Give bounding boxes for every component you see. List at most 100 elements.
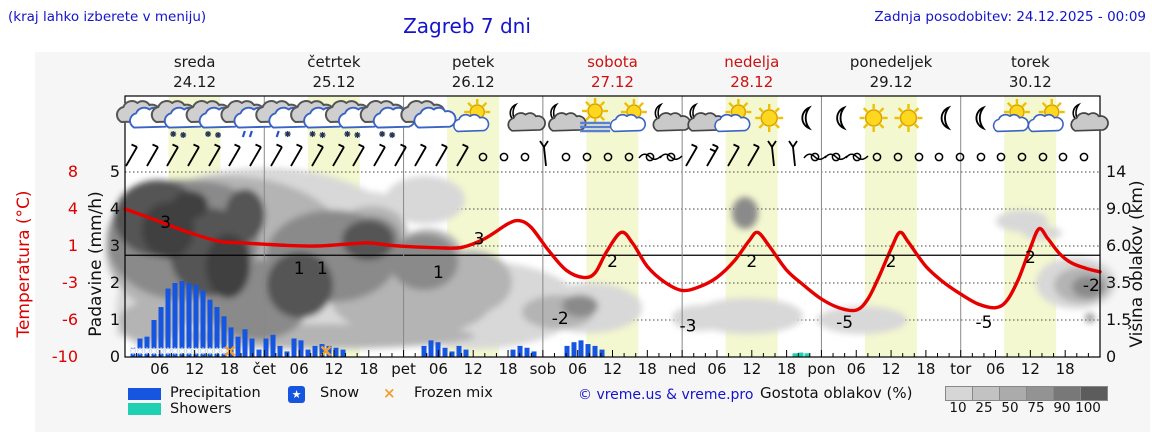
colorbar-tick-label: 10 bbox=[949, 400, 967, 416]
hour-label: 12 bbox=[464, 360, 483, 378]
wind-calm-symbol bbox=[603, 152, 613, 162]
wind-barb-symbol bbox=[685, 143, 698, 167]
precipitation-bar bbox=[263, 338, 269, 357]
wind-calmline-symbol bbox=[659, 152, 683, 162]
last-update-timestamp: Zadnja posodobitev: 24.12.2025 - 00:09 bbox=[874, 9, 1146, 25]
hour-label: 12 bbox=[742, 360, 761, 378]
wind-calm-symbol bbox=[1058, 152, 1068, 162]
temperature-line bbox=[123, 207, 1102, 313]
temp-tick-label: 1 bbox=[68, 236, 78, 255]
precipitation-bar bbox=[270, 334, 276, 357]
moon-icon bbox=[801, 105, 812, 131]
colorbar-segment bbox=[973, 386, 1000, 401]
cloud-height-tick-label: 6.0 bbox=[1106, 236, 1131, 255]
showers-bar bbox=[792, 353, 798, 357]
precip-tick-label: 5 bbox=[110, 162, 120, 181]
showers-legend-label: Showers bbox=[170, 401, 232, 417]
day-abbrev-label: pon bbox=[807, 360, 835, 378]
hour-label: 18 bbox=[1056, 360, 1075, 378]
wind-calm-symbol bbox=[872, 152, 882, 162]
precipitation-bar bbox=[421, 345, 427, 357]
wind-calm-symbol bbox=[561, 152, 571, 162]
day-date: 24.12 bbox=[173, 73, 216, 91]
temperature-value-label: 3 bbox=[474, 230, 485, 250]
cloud-blob bbox=[1022, 226, 1062, 240]
day-name: ponedeljek bbox=[850, 53, 933, 71]
day-name: torek bbox=[1011, 53, 1050, 71]
precip-tick-label: 0 bbox=[110, 347, 120, 366]
sun-fog-icon bbox=[580, 98, 611, 133]
colorbar-segment bbox=[1027, 386, 1054, 401]
cloud-blob bbox=[172, 191, 208, 219]
cloud-blob bbox=[390, 234, 458, 290]
snow-marker bbox=[157, 347, 165, 355]
precipitation-bar bbox=[256, 349, 262, 357]
temperature-value-label: -5 bbox=[975, 313, 992, 333]
day-date: 27.12 bbox=[591, 73, 634, 91]
star-icon: ★ bbox=[291, 388, 302, 401]
day-name: petek bbox=[452, 53, 495, 71]
wind-barb-symbol bbox=[125, 143, 138, 167]
colorbar-tick-label: 100 bbox=[1075, 400, 1101, 416]
wind-barby-symbol bbox=[767, 140, 777, 167]
sun-cloud-icon bbox=[992, 99, 1030, 133]
cloud-blob bbox=[206, 234, 250, 298]
temp-tick-label: 4 bbox=[68, 199, 78, 218]
hour-label: 06 bbox=[429, 360, 448, 378]
wind-barb-symbol bbox=[352, 143, 365, 167]
hour-label: 12 bbox=[185, 360, 204, 378]
precipitation-bar bbox=[242, 329, 248, 357]
snow-marker bbox=[171, 347, 179, 355]
day-date: 28.12 bbox=[730, 73, 773, 91]
hour-label: 06 bbox=[568, 360, 587, 378]
precipitation-bar bbox=[463, 349, 469, 357]
moon-icon bbox=[940, 105, 952, 131]
wind-barb-symbol bbox=[747, 143, 760, 167]
snow-marker bbox=[199, 347, 207, 355]
temperature-value-label: -2 bbox=[552, 309, 569, 329]
colorbar-segment bbox=[1000, 386, 1027, 401]
colorbar-segment bbox=[1081, 386, 1108, 401]
precipitation-bar bbox=[428, 340, 434, 357]
precipitation-bar bbox=[193, 284, 199, 357]
temperature-value-label: -5 bbox=[836, 313, 853, 333]
copyright-link[interactable]: © vreme.us & vreme.pro bbox=[578, 387, 754, 403]
temp-tick-label: -6 bbox=[62, 310, 78, 329]
precipitation-bar bbox=[249, 338, 255, 357]
location-hint: (kraj lahko izberete v meniju) bbox=[8, 9, 207, 25]
day-date: 29.12 bbox=[870, 73, 913, 91]
day-name: sobota bbox=[587, 53, 638, 71]
precipitation-bar bbox=[214, 307, 220, 357]
cloud-density-legend-label: Gostota oblakov (%) bbox=[760, 384, 913, 402]
precipitation-bar bbox=[333, 347, 339, 357]
precipitation-legend-label: Precipitation bbox=[170, 385, 261, 401]
cloud-height-tick-label: 3.5 bbox=[1106, 273, 1131, 292]
cloud-height-tick-label: 1.5 bbox=[1106, 310, 1131, 329]
cloud-blob bbox=[342, 220, 394, 260]
wind-calm-symbol bbox=[893, 152, 903, 162]
wind-barb-symbol bbox=[332, 143, 345, 167]
temperature-value-label: 2 bbox=[607, 252, 618, 272]
temp-tick-label: -3 bbox=[62, 273, 78, 292]
cloud-height-tick-label: 9.0 bbox=[1106, 199, 1131, 218]
wind-calm-symbol bbox=[624, 152, 634, 162]
wind-calmline-symbol bbox=[638, 152, 662, 162]
temperature-value-label: -2 bbox=[1083, 276, 1100, 296]
temperature-value-label: 1 bbox=[433, 263, 444, 283]
day-abbrev-label: pet bbox=[391, 360, 416, 378]
day-date: 25.12 bbox=[312, 73, 355, 91]
colorbar-segment bbox=[1054, 386, 1081, 401]
wind-calmline-symbol bbox=[824, 152, 848, 162]
precipitation-bar bbox=[179, 281, 185, 357]
wind-calm-symbol bbox=[1038, 152, 1048, 162]
hour-label: 18 bbox=[777, 360, 796, 378]
precip-tick-label: 2 bbox=[110, 273, 120, 292]
wind-barb-symbol bbox=[311, 143, 324, 167]
showers-bar bbox=[804, 353, 810, 357]
wind-barb-symbol bbox=[414, 143, 427, 167]
cloud-blob bbox=[267, 252, 333, 318]
hour-label: 18 bbox=[220, 360, 239, 378]
frozen-mix-marker bbox=[320, 345, 332, 357]
wind-barb-symbol bbox=[166, 143, 179, 167]
